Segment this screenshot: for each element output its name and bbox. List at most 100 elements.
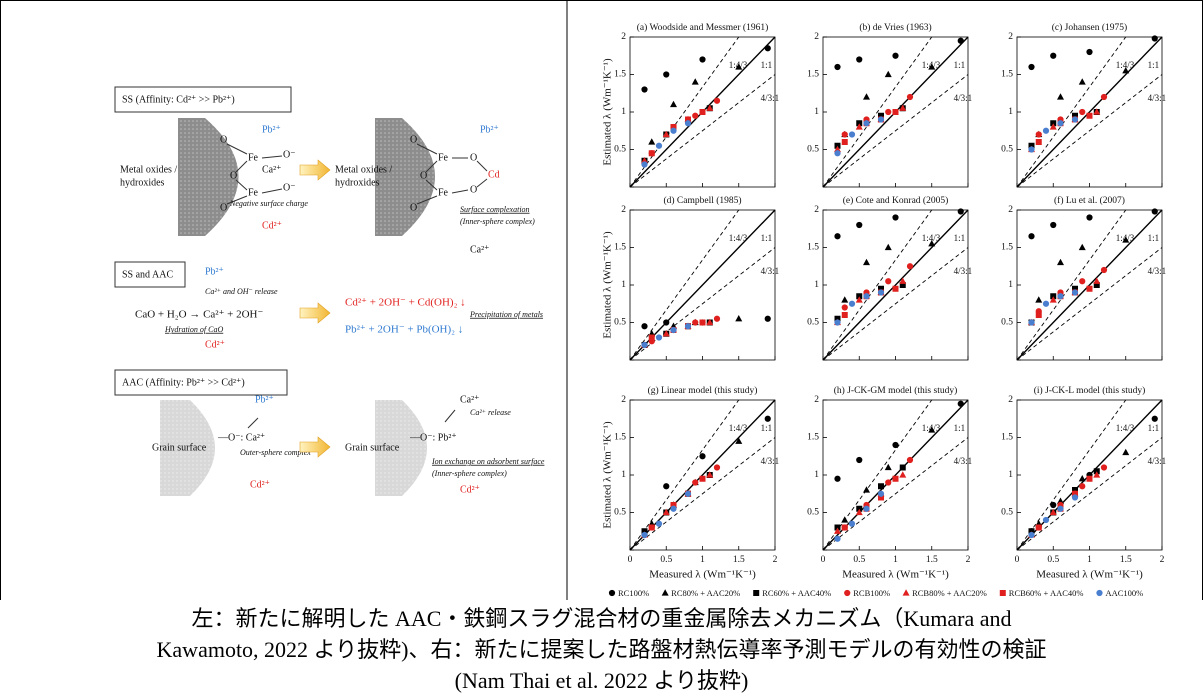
point [1028,531,1035,539]
point [1093,277,1101,284]
point [899,464,906,471]
y-tick-label: 1.5 [807,243,819,253]
x-axis-label: Measured λ (Wm⁻¹K⁻¹) [842,569,949,581]
point [1100,266,1108,274]
point [885,479,892,486]
x-axis-label: Measured λ (Wm⁻¹K⁻¹) [649,569,756,581]
x-axis-label: Measured λ (Wm⁻¹K⁻¹) [1036,569,1143,581]
point [735,314,743,322]
x-tick-label: 2 [966,555,971,565]
point [735,63,743,70]
atom: Fe [248,152,259,163]
y-tick-label: 1.5 [614,243,626,253]
point [928,426,936,433]
legend-label: RCB60% + AAC40% [1009,588,1084,598]
point [928,63,936,70]
point [706,471,714,478]
panel-title: (d) Campbell (1985) [663,195,741,206]
figure: SS (Affinity: Cd²⁺ >> Pb²⁺) Metal oxides… [0,0,1203,600]
point [764,315,771,322]
note: Ca²⁺ and OH⁻ release [205,287,278,296]
reference-line [629,399,740,551]
label: Grain surface [152,442,207,453]
atom: O [220,202,227,213]
y-tick-label: 0.5 [1001,145,1013,155]
surface [375,118,435,236]
panel-title: (h) J-CK-GM model (this study) [834,385,958,396]
arrow [299,302,331,324]
caption: 左：新たに解明した AAC・鉄鋼スラグ混合材の重金属除去メカニズム（Kumara… [1,601,1202,697]
reference-line [1016,209,1163,361]
point [834,233,841,240]
point [863,486,870,493]
point [892,52,899,59]
point [1042,127,1050,134]
x-tick-label: 2 [773,555,778,565]
y-tick-label: 1.5 [807,433,819,443]
point [691,78,699,85]
section-box [114,369,288,396]
point [699,319,706,326]
complex: —O⁻: Ca²⁺ [217,432,265,443]
legend-marker [902,589,910,596]
point [848,300,856,307]
point [1049,508,1057,516]
point [662,329,670,337]
y-tick-label: 2 [814,395,819,405]
point [648,138,656,145]
point [1049,296,1057,303]
point [684,323,692,330]
point [841,304,848,311]
point [1050,501,1057,509]
surface [160,400,215,496]
point [841,524,848,531]
point [699,475,706,482]
equation: CaO + H₂O → Ca²⁺ + 2OH⁻ [135,309,264,321]
point [641,531,648,539]
point [670,100,677,108]
ion: Ca²⁺ [262,164,281,175]
caption-line: Kawamoto, 2022 より抜粋)、右：新たに提案した路盤材熱伝導率予測モ… [156,637,1047,662]
point [834,527,841,534]
bonds [416,143,488,205]
point [856,221,863,229]
point [641,86,648,93]
y-axis-label: Estimated λ (Wm⁻¹K⁻¹) [602,421,614,529]
atom: O⁻ [283,149,296,160]
legend-label: RCB100% [853,588,890,598]
reference-line [1016,74,1163,188]
point [1057,93,1064,100]
surface [178,118,239,236]
point [1086,285,1093,292]
ion: Cd²⁺ [250,479,270,490]
point [1086,475,1093,482]
point [878,483,884,490]
point [848,520,856,527]
y-axis-label: Estimated λ (Wm⁻¹K⁻¹) [602,231,614,339]
point [764,415,771,422]
point [670,505,677,512]
legend-label: RC100% [618,588,649,598]
equation: Pb²⁺ + 2OH⁻ + Pb(OH)₂ ↓ [345,324,463,336]
point [1151,208,1158,215]
point [1079,483,1086,490]
point [1086,48,1093,56]
y-tick-label: 2 [1008,32,1013,42]
atom: O⁻ [283,182,296,193]
reference-line [1016,399,1127,551]
legend-marker [753,590,760,596]
legend-label: RC80% + AAC20% [671,588,740,598]
section-box [114,261,186,288]
point [706,104,714,111]
x-tick-label: 1.5 [926,555,938,565]
ion: Pb²⁺ [205,266,224,277]
arrow-line [444,409,456,423]
point [863,505,870,512]
section-title: SS and AAC [122,269,173,280]
point [856,456,863,464]
atom: O [470,184,477,195]
point [1035,296,1043,303]
y-tick-label: 1.5 [614,70,626,80]
note: Ion exchange on adsorbent surface [431,457,545,466]
atom: O [470,152,477,163]
